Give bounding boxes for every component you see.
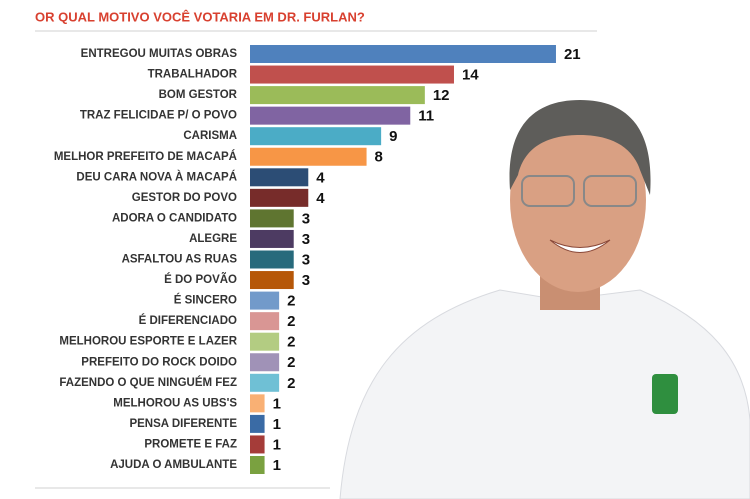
bar — [250, 106, 411, 125]
category-label: PENSA DIFERENTE — [129, 418, 237, 430]
glasses-right — [583, 175, 637, 207]
category-label: TRABALHADOR — [148, 69, 238, 81]
badge — [652, 374, 678, 414]
bar — [250, 271, 294, 290]
bar — [250, 168, 309, 187]
hair — [509, 100, 651, 195]
category-label: É DO POVÃO — [164, 273, 237, 286]
bar — [250, 188, 309, 207]
bar — [250, 229, 294, 248]
value-label: 2 — [287, 354, 295, 371]
face — [510, 108, 646, 292]
bar — [250, 373, 280, 392]
value-label: 9 — [389, 128, 397, 145]
category-label: CARISMA — [183, 130, 237, 142]
value-label: 11 — [418, 108, 434, 125]
category-label: MELHOROU ESPORTE E LAZER — [59, 336, 237, 348]
value-label: 14 — [462, 67, 479, 84]
category-label: FAZENDO O QUE NINGUÉM FEZ — [59, 376, 237, 389]
value-label: 3 — [302, 231, 310, 248]
bar — [250, 250, 294, 269]
value-label: 2 — [287, 313, 295, 330]
value-label: 1 — [273, 436, 281, 453]
category-label: É SINCERO — [174, 294, 237, 307]
category-label: AJUDA O AMBULANTE — [110, 459, 237, 471]
value-label: 3 — [302, 272, 310, 289]
value-label: 2 — [287, 334, 295, 351]
category-label: É DIFERENCIADO — [139, 314, 237, 327]
value-label: 2 — [287, 375, 295, 392]
bar — [250, 353, 280, 372]
category-label: BOM GESTOR — [159, 89, 238, 101]
category-label: MELHOR PREFEITO DE MACAPÁ — [54, 150, 237, 163]
category-label: ENTREGOU MUITAS OBRAS — [81, 48, 238, 60]
bar — [250, 312, 280, 331]
value-label: 12 — [433, 87, 450, 104]
bar — [250, 65, 454, 84]
category-label: MELHOROU AS UBS'S — [113, 397, 237, 409]
value-label: 1 — [273, 416, 281, 433]
bar — [250, 414, 265, 433]
category-label: ASFALTOU AS RUAS — [122, 254, 238, 266]
category-label: PROMETE E FAZ — [144, 438, 237, 450]
bar — [250, 435, 265, 454]
glasses-left — [521, 175, 575, 207]
bar — [250, 127, 382, 146]
chart-title: OR QUAL MOTIVO VOCÊ VOTARIA EM DR. FURLA… — [35, 9, 365, 24]
bar — [250, 147, 367, 166]
bar — [250, 209, 294, 228]
value-label: 2 — [287, 293, 295, 310]
smile — [549, 239, 611, 253]
category-label: ALEGRE — [189, 233, 237, 245]
bar — [250, 45, 556, 63]
category-label: PREFEITO DO ROCK DOIDO — [81, 356, 237, 368]
bar — [250, 291, 280, 310]
value-label: 3 — [302, 251, 310, 268]
value-label: 3 — [302, 210, 310, 227]
photo — [330, 95, 750, 499]
category-label: DEU CARA NOVA À MACAPÁ — [76, 170, 237, 183]
category-label: TRAZ FELICIDAE P/ O POVO — [80, 110, 237, 122]
value-label: 1 — [273, 395, 281, 412]
bar — [250, 86, 425, 105]
category-label: GESTOR DO POVO — [132, 192, 237, 204]
shirt — [339, 289, 750, 499]
value-label: 8 — [375, 149, 383, 166]
value-label: 4 — [316, 169, 325, 186]
value-label: 1 — [273, 457, 281, 474]
bar — [250, 332, 280, 351]
value-label: 4 — [316, 190, 325, 207]
bar — [250, 394, 265, 413]
bar — [250, 456, 265, 474]
category-label: ADORA O CANDIDATO — [112, 212, 237, 224]
value-label: 21 — [564, 46, 581, 63]
